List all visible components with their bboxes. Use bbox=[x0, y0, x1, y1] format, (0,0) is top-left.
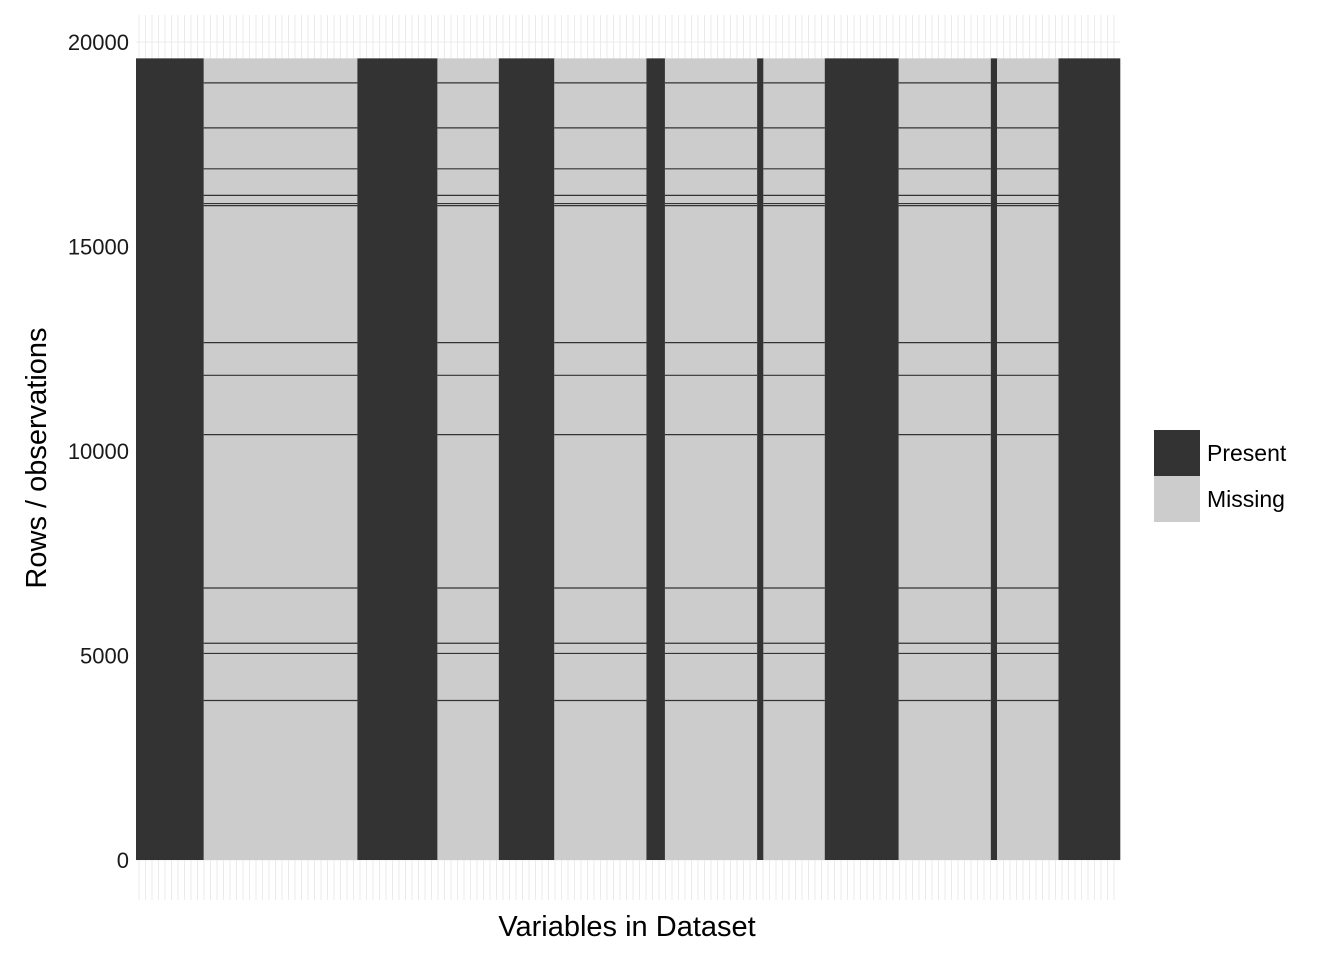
variable-column-8 bbox=[664, 58, 758, 861]
variable-column-2 bbox=[203, 58, 358, 861]
y-tick-label: 20000 bbox=[68, 30, 129, 55]
variable-columns bbox=[136, 58, 1121, 861]
present-row-lines bbox=[203, 82, 1059, 702]
variable-column-15 bbox=[1058, 58, 1121, 861]
y-axis-ticks: 0 5000 10000 15000 20000 bbox=[68, 30, 129, 873]
legend-swatch-present bbox=[1154, 430, 1200, 476]
legend-label-present: Present bbox=[1207, 440, 1287, 466]
variable-column-11 bbox=[824, 58, 899, 861]
variable-column-12 bbox=[898, 58, 992, 861]
y-tick-label: 0 bbox=[117, 848, 129, 873]
variable-column-5 bbox=[498, 58, 555, 861]
legend-label-missing: Missing bbox=[1207, 486, 1285, 512]
y-tick-label: 5000 bbox=[80, 644, 129, 669]
legend: Present Missing bbox=[1154, 430, 1287, 522]
y-axis-title: Rows / observations bbox=[21, 327, 53, 588]
y-tick-label: 15000 bbox=[68, 235, 129, 260]
legend-swatch-missing bbox=[1154, 476, 1200, 522]
variable-column-13 bbox=[990, 58, 998, 861]
variable-column-14 bbox=[997, 58, 1059, 861]
variable-column-3 bbox=[357, 58, 438, 861]
variable-column-1 bbox=[136, 58, 204, 861]
variable-column-4 bbox=[437, 58, 500, 861]
x-axis-title: Variables in Dataset bbox=[498, 911, 755, 943]
variable-column-7 bbox=[646, 58, 666, 861]
variable-column-6 bbox=[554, 58, 647, 861]
y-tick-label: 10000 bbox=[68, 439, 129, 464]
variable-column-9 bbox=[757, 58, 764, 861]
variable-column-10 bbox=[763, 58, 826, 861]
